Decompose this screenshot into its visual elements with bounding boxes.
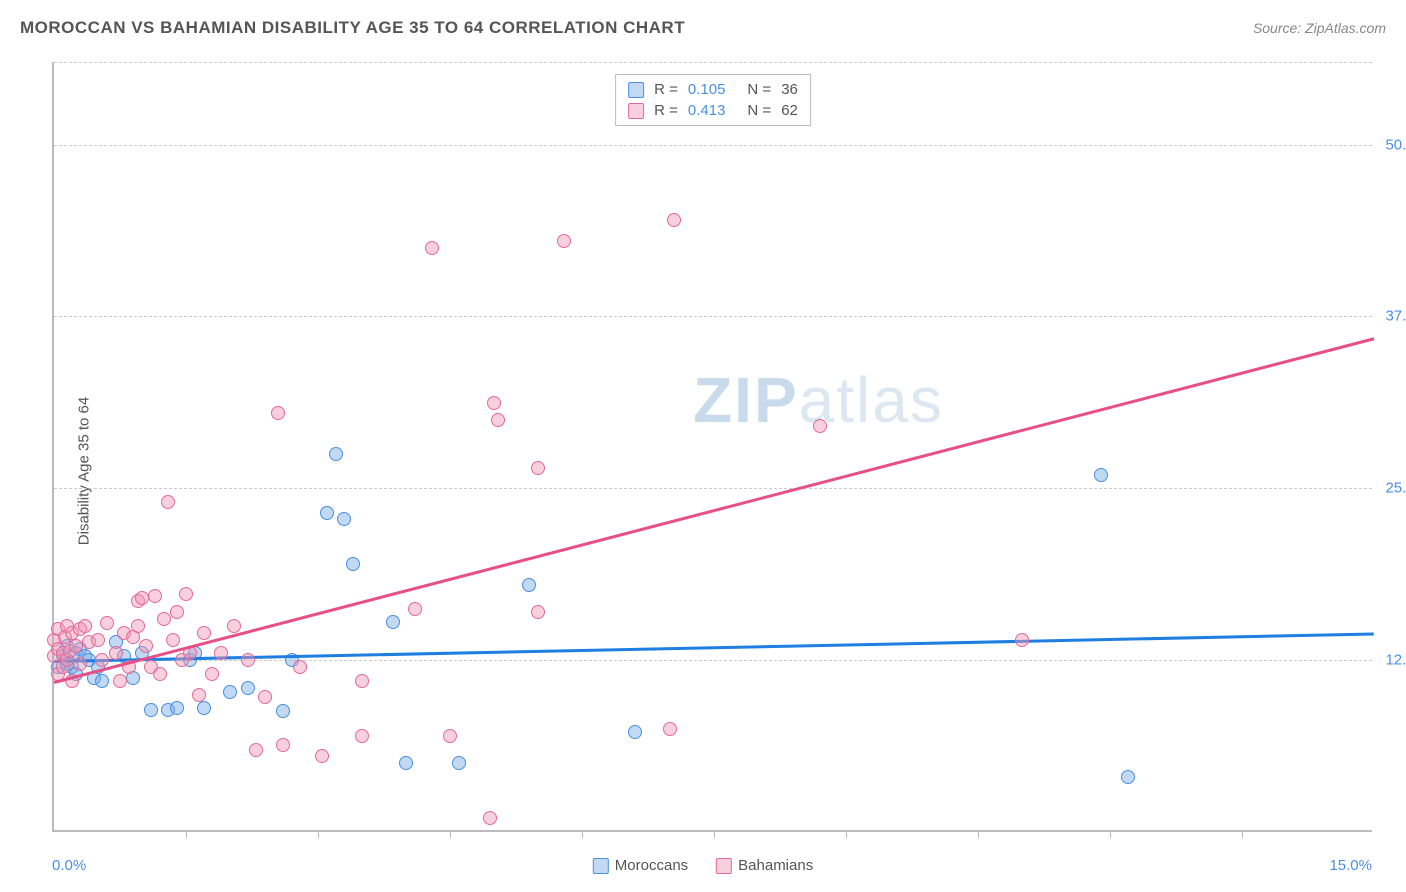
scatter-point	[258, 690, 272, 704]
trend-line	[54, 337, 1375, 683]
scatter-point	[95, 674, 109, 688]
x-tick	[318, 830, 319, 838]
scatter-point	[408, 602, 422, 616]
scatter-point	[1094, 468, 1108, 482]
scatter-point	[320, 506, 334, 520]
scatter-point	[346, 557, 360, 571]
scatter-point	[386, 615, 400, 629]
scatter-point	[73, 657, 87, 671]
scatter-point	[109, 646, 123, 660]
scatter-point	[78, 619, 92, 633]
legend-swatch	[628, 103, 644, 119]
plot-area: ZIPatlas R =0.105N =36R =0.413N =62 12.5…	[52, 62, 1372, 832]
legend-stat-row: R =0.413N =62	[628, 102, 798, 119]
legend-bottom: Moroccans Bahamians	[593, 857, 813, 874]
scatter-point	[135, 591, 149, 605]
scatter-point	[399, 756, 413, 770]
x-tick	[846, 830, 847, 838]
gridline	[54, 316, 1372, 317]
scatter-point	[329, 447, 343, 461]
legend-item: Moroccans	[593, 857, 688, 874]
legend-swatch	[628, 82, 644, 98]
gridline	[54, 62, 1372, 63]
scatter-point	[113, 674, 127, 688]
scatter-point	[531, 461, 545, 475]
scatter-point	[161, 495, 175, 509]
scatter-point	[813, 419, 827, 433]
scatter-point	[241, 653, 255, 667]
y-tick-label: 25.0%	[1376, 480, 1406, 497]
scatter-point	[192, 688, 206, 702]
scatter-point	[223, 685, 237, 699]
scatter-point	[91, 633, 105, 647]
source-attribution: Source: ZipAtlas.com	[1253, 20, 1386, 36]
scatter-point	[531, 605, 545, 619]
legend-swatch	[716, 858, 732, 874]
scatter-point	[276, 704, 290, 718]
legend-item: Bahamians	[716, 857, 813, 874]
scatter-point	[1015, 633, 1029, 647]
scatter-point	[483, 811, 497, 825]
scatter-point	[144, 703, 158, 717]
gridline	[54, 145, 1372, 146]
x-tick	[714, 830, 715, 838]
scatter-point	[355, 674, 369, 688]
scatter-point	[337, 512, 351, 526]
scatter-point	[491, 413, 505, 427]
legend-label: Moroccans	[615, 857, 688, 874]
scatter-point	[522, 578, 536, 592]
scatter-point	[249, 743, 263, 757]
scatter-point	[276, 738, 290, 752]
scatter-point	[197, 701, 211, 715]
legend-label: Bahamians	[738, 857, 813, 874]
scatter-point	[443, 729, 457, 743]
y-tick-label: 50.0%	[1376, 136, 1406, 153]
y-tick-label: 37.5%	[1376, 308, 1406, 325]
legend-swatch	[593, 858, 609, 874]
chart-title: MOROCCAN VS BAHAMIAN DISABILITY AGE 35 T…	[20, 18, 685, 38]
x-tick	[582, 830, 583, 838]
gridline	[54, 488, 1372, 489]
x-tick	[1242, 830, 1243, 838]
scatter-point	[557, 234, 571, 248]
scatter-point	[170, 701, 184, 715]
scatter-point	[100, 616, 114, 630]
scatter-point	[69, 639, 83, 653]
scatter-point	[1121, 770, 1135, 784]
x-axis-min-label: 0.0%	[52, 857, 86, 874]
x-tick	[186, 830, 187, 838]
x-tick	[1110, 830, 1111, 838]
scatter-point	[355, 729, 369, 743]
scatter-point	[227, 619, 241, 633]
scatter-point	[153, 667, 167, 681]
scatter-point	[166, 633, 180, 647]
scatter-point	[452, 756, 466, 770]
scatter-point	[148, 589, 162, 603]
scatter-point	[628, 725, 642, 739]
scatter-point	[170, 605, 184, 619]
scatter-point	[205, 667, 219, 681]
scatter-point	[487, 396, 501, 410]
x-axis-max-label: 15.0%	[1329, 857, 1372, 874]
x-tick	[978, 830, 979, 838]
scatter-point	[157, 612, 171, 626]
scatter-point	[663, 722, 677, 736]
scatter-point	[139, 639, 153, 653]
x-tick	[450, 830, 451, 838]
scatter-point	[425, 241, 439, 255]
y-tick-label: 12.5%	[1376, 652, 1406, 669]
scatter-point	[179, 587, 193, 601]
scatter-point	[315, 749, 329, 763]
scatter-point	[271, 406, 285, 420]
chart-container: Disability Age 35 to 64 ZIPatlas R =0.10…	[0, 50, 1406, 892]
scatter-point	[667, 213, 681, 227]
legend-stat-row: R =0.105N =36	[628, 81, 798, 98]
legend-stats: R =0.105N =36 R =0.413N =62	[615, 74, 811, 126]
scatter-point	[131, 619, 145, 633]
scatter-point	[197, 626, 211, 640]
scatter-point	[241, 681, 255, 695]
scatter-point	[95, 653, 109, 667]
scatter-point	[214, 646, 228, 660]
scatter-point	[293, 660, 307, 674]
